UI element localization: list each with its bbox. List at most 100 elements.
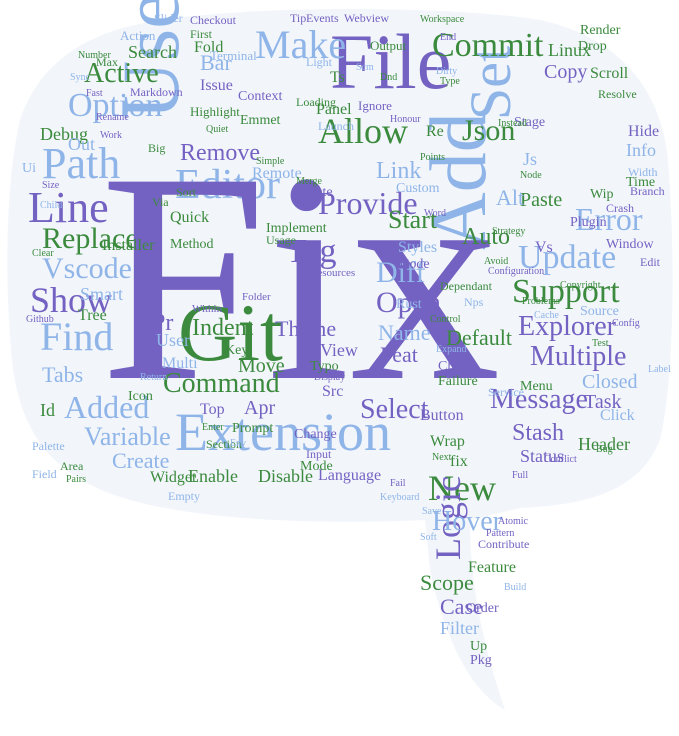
word-widget: Widget	[150, 469, 197, 486]
word-quick: Quick	[170, 209, 209, 226]
word-view: View	[320, 340, 358, 360]
word-action: Action	[120, 28, 156, 43]
word-control: Control	[430, 314, 461, 325]
word-fix-small: fix	[450, 453, 468, 470]
word-hover: Hover	[432, 506, 503, 537]
word-empty: Empty	[168, 489, 200, 503]
word-src: Src	[322, 383, 343, 400]
word-panel: Panel	[316, 101, 352, 118]
word-quiet: Quiet	[206, 124, 228, 135]
word-service: Service	[488, 385, 524, 399]
word-dependant: Dependant	[440, 279, 493, 293]
word-max: Max	[96, 55, 118, 69]
word-bug: Bug	[596, 444, 613, 455]
word-js: Js	[523, 149, 537, 169]
word-remote: Remote	[252, 165, 302, 182]
word-show: Show	[30, 280, 112, 320]
word-highlight: Highlight	[190, 104, 240, 119]
word-within: Within	[192, 303, 223, 315]
word-search: Search	[128, 42, 177, 62]
word-diff: Diff	[376, 256, 425, 289]
word-tree: Tree	[78, 307, 107, 324]
word-contribute: Contribute	[478, 537, 529, 551]
word-fast: Fast	[86, 88, 103, 99]
word-output: Output	[370, 38, 407, 53]
word-command: Command	[163, 368, 280, 399]
word-click: Click	[600, 407, 635, 424]
word-edit: Edit	[640, 255, 661, 269]
word-scroll: Scroll	[590, 65, 629, 82]
word-up: Up	[470, 639, 487, 654]
word-hide: Hide	[628, 123, 659, 140]
word-multiple: Multiple	[530, 341, 626, 372]
word-create: Create	[112, 448, 169, 473]
word-source: Source	[580, 304, 619, 319]
word-message: Message	[490, 384, 588, 415]
word-events: Events	[306, 11, 339, 25]
word-new: New	[428, 468, 496, 508]
word-editor: Editor	[175, 162, 280, 208]
word-linux: Linux	[548, 40, 591, 60]
word-check: Check	[438, 359, 474, 374]
word-code: Code	[400, 257, 430, 272]
word-theme: Theme	[275, 316, 336, 341]
word-pkg: Pkg	[470, 653, 492, 668]
word-build: Build	[504, 582, 526, 593]
word-error: Error	[575, 201, 643, 237]
word-window: Window	[606, 237, 655, 252]
word-simple: Simple	[256, 156, 285, 167]
word-rename: Rename	[96, 112, 129, 123]
word-webview: Webview	[344, 11, 389, 25]
word-configuration: Configuration	[488, 266, 544, 277]
word-feat: Feat	[380, 342, 418, 367]
word-task: Task	[584, 391, 621, 413]
word-enter: Enter	[202, 422, 224, 433]
word-label: Label	[648, 364, 671, 375]
word-display: Display	[314, 372, 345, 383]
word-support: Support	[512, 273, 620, 310]
word-stage: Stage	[514, 115, 545, 130]
word-scope: Scope	[420, 570, 474, 595]
word-env: Env	[230, 438, 246, 449]
word-work: Work	[100, 130, 122, 141]
word-full: Full	[512, 470, 528, 481]
word-workspace: Workspace	[420, 14, 465, 25]
word-styles: Styles	[398, 239, 437, 256]
word-git: Git	[178, 287, 283, 378]
word-enable: Enable	[188, 466, 238, 486]
word-render: Render	[580, 23, 621, 38]
word-prompt: Prompt	[232, 421, 273, 436]
word-filter: Filter	[440, 618, 479, 638]
word-mode: Mode	[300, 459, 333, 474]
word-key: Key	[225, 343, 248, 358]
word-default: Default	[446, 325, 512, 350]
word-word: Word	[424, 208, 446, 219]
word-save: Save	[422, 506, 442, 517]
word-name: Name	[378, 320, 431, 345]
word-points: Points	[420, 152, 445, 163]
word-nps: Nps	[464, 295, 484, 309]
word-crash: Crash	[606, 201, 634, 215]
word-type: Type	[440, 76, 460, 87]
word-delete: Delete	[296, 185, 333, 200]
word-vs: Vs	[535, 239, 553, 256]
word-out: Out	[68, 134, 95, 154]
word-context: Context	[238, 89, 282, 104]
word-re: Re	[426, 123, 444, 140]
word-issue: Issue	[200, 77, 233, 94]
word-usage: Usage	[266, 233, 296, 247]
word-light: Light	[306, 55, 333, 69]
word-soft: Soft	[420, 532, 437, 543]
word-clear: Clear	[32, 248, 54, 259]
word-button: Button	[420, 407, 464, 424]
word-drop: Drop	[578, 39, 607, 54]
word-multi: Multi	[162, 355, 198, 372]
word-order: Order	[466, 601, 499, 616]
word-ignore: Ignore	[358, 98, 392, 113]
speech-bubble-shape	[7, 8, 673, 710]
word-return: Return	[140, 372, 167, 383]
word-folder: Folder	[242, 291, 271, 303]
word-first: First	[190, 27, 213, 41]
word-disable: Disable	[258, 466, 313, 486]
word-tip: Tip	[290, 11, 306, 25]
